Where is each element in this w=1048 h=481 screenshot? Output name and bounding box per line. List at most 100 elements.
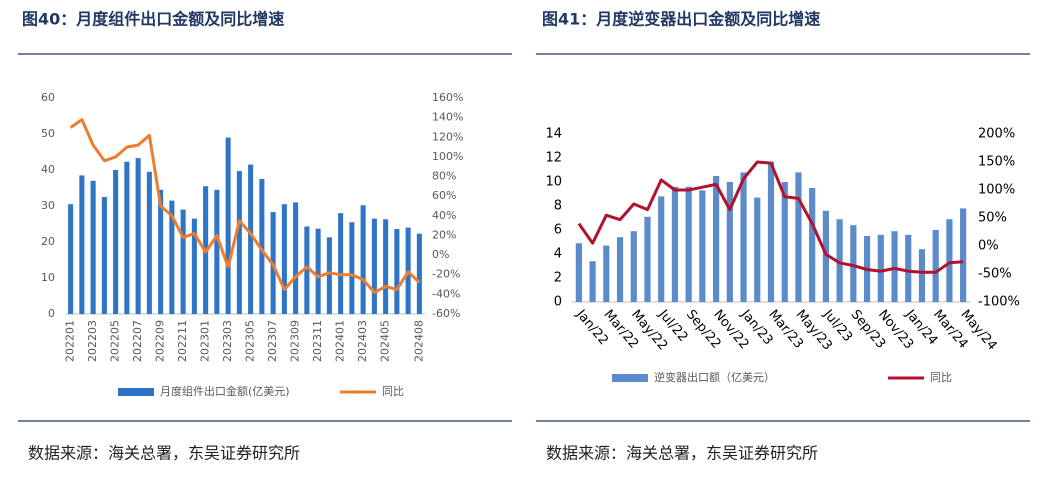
bar [658,196,665,302]
y2-tick-label: 100% [432,150,463,163]
bar [146,171,152,314]
x-tick-label: 202209 [154,320,167,362]
bar [713,176,720,302]
y2-tick-label: 20% [432,228,456,241]
y2-tick-label: 40% [432,209,456,222]
y2-tick-label: -20% [432,268,460,281]
bar [383,219,389,314]
bar [180,209,186,314]
line [577,160,964,274]
x-tick-label: 202203 [86,320,99,362]
y2-tick-label: 50% [978,211,1007,226]
bar [225,137,231,314]
x-tick-label: 202303 [221,320,234,362]
y-tick-label: 0 [48,307,55,320]
y2-tick-label: 0% [978,239,999,254]
bar [79,175,85,314]
bar [326,237,332,314]
bar [158,189,164,314]
legend-label: 月度组件出口金额(亿美元) [160,384,290,398]
x-tick-label: 202309 [289,320,302,362]
source: 数据来源：海关总署，东吴证券研究所 [546,445,818,463]
x-tick-label: 202201 [64,320,77,362]
bar [101,197,107,314]
x-tick-label: 202405 [379,320,392,362]
bar [616,237,624,302]
bar [946,219,953,302]
y-tick-label: 40 [41,163,55,176]
bar [809,188,816,302]
bar [338,213,344,314]
x-tick-label: 202301 [199,320,212,362]
y-tick-label: 2 [554,271,562,286]
legend-swatch [612,374,648,382]
legend-label: 同比 [382,385,404,398]
bar [281,204,287,314]
y-tick-label: 12 [545,151,562,166]
bar [214,189,220,314]
bar [90,180,96,314]
y2-tick-label: 80% [432,170,456,183]
y2-tick-label: 200% [978,127,1015,142]
y2-tick-label: 160% [432,91,463,104]
bar [394,229,400,314]
x-tick-label: 202311 [311,320,324,362]
bar [248,164,254,314]
bar [891,231,898,302]
y2-tick-label: -100% [978,295,1020,310]
x-tick-label: 202403 [356,320,369,362]
y2-tick-label: 140% [432,111,463,124]
bar [795,172,802,302]
y-tick-label: 8 [554,199,562,214]
bar [767,161,775,302]
bar [630,231,637,302]
bar [685,186,692,302]
bar [726,182,733,302]
x-tick-label: 202408 [412,320,425,362]
bar [135,158,141,314]
bar [960,208,967,302]
bar [781,182,788,302]
y-tick-label: 14 [545,127,562,142]
bar [304,226,310,314]
x-tick-label: 202305 [244,320,257,362]
y2-tick-label: -60% [432,307,460,320]
bar [191,218,197,314]
y-tick-label: 4 [554,247,562,262]
bar [169,200,175,314]
bar [259,179,265,314]
bar [124,161,130,314]
y2-tick-label: -50% [978,267,1012,282]
bar [236,171,242,314]
bar [416,233,422,314]
bar [371,218,377,314]
bar [360,205,366,314]
y-tick-label: 30 [41,199,55,212]
y2-tick-label: 100% [978,183,1015,198]
bar [836,219,843,302]
bar [575,243,582,302]
y-tick-label: 60 [41,91,55,104]
y2-tick-label: 120% [432,130,463,143]
y2-tick-label: 0% [432,248,449,261]
bar [918,249,926,302]
bar [589,261,596,302]
y-tick-label: 6 [554,223,562,238]
x-tick-label: 202207 [131,320,144,362]
x-tick-label: 202401 [334,320,347,362]
bar [603,245,610,302]
bar [740,172,747,302]
x-tick-label: 202205 [109,320,122,362]
y-tick-label: 10 [41,271,55,284]
y2-tick-label: 60% [432,189,456,202]
y-tick-label: 20 [41,235,55,248]
legend-swatch [118,388,154,396]
bar [905,234,912,302]
chart-title: 图41：月度逆变器出口金额及同比增速 [542,10,820,29]
source: 数据来源：海关总署，东吴证券研究所 [28,445,300,463]
bar [877,234,884,302]
bar [850,225,857,302]
